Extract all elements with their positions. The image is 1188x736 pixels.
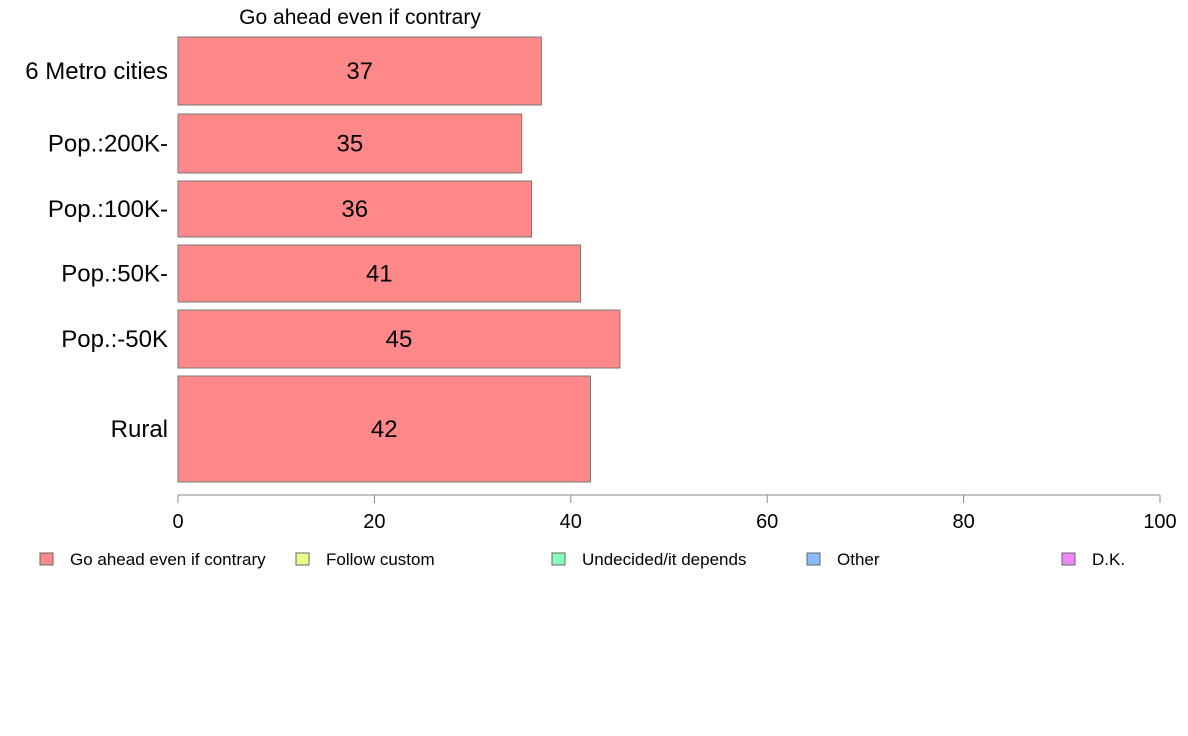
x-tick-label: 80: [952, 511, 974, 533]
legend: Go ahead even if contrary Follow custom Un…: [39, 550, 1125, 569]
bar: [177, 113, 523, 174]
chart-title: Go ahead even if contrary: [239, 6, 481, 29]
category-label: Pop.:100K-: [48, 196, 168, 223]
legend-swatch: [39, 552, 54, 566]
x-tick-label: 40: [560, 511, 582, 533]
x-tick-label: 20: [363, 511, 385, 533]
legend-swatch: [806, 552, 821, 566]
legend-label: Undecided/it depends: [582, 550, 746, 569]
x-axis: 0 20 40 60 80 100: [172, 494, 1177, 533]
x-tick-label: 0: [172, 511, 183, 533]
bar-value-label: 36: [341, 196, 368, 223]
legend-swatch: [295, 552, 310, 566]
bar-value-label: 42: [371, 416, 398, 443]
bar: [177, 244, 582, 303]
bar: [177, 36, 542, 106]
bar-value-label: 37: [346, 58, 373, 85]
bars-group: 37 6 Metro cities 35 Pop.:200K- 36 Pop.:100K-…: [25, 36, 621, 483]
category-label: Pop.:200K-: [48, 131, 168, 158]
bar-value-label: 41: [366, 261, 393, 288]
bar: [177, 375, 591, 483]
bar-value-label: 45: [386, 326, 413, 353]
legend-swatch: [551, 552, 566, 566]
legend-swatch: [1061, 552, 1076, 566]
x-tick-label: 60: [756, 511, 778, 533]
legend-label: Go ahead even if contrary: [70, 550, 266, 569]
legend-label: D.K.: [1092, 550, 1125, 569]
bar: [177, 180, 533, 238]
category-label: Rural: [111, 416, 168, 443]
x-tick-label: 100: [1143, 511, 1176, 533]
bar: [177, 309, 621, 369]
bar-value-label: 35: [336, 131, 363, 158]
legend-label: Other: [837, 550, 880, 569]
legend-label: Follow custom: [326, 550, 435, 569]
category-label: Pop.:50K-: [61, 261, 168, 288]
category-label: 6 Metro cities: [25, 58, 168, 85]
category-label: Pop.:-50K: [61, 326, 168, 353]
